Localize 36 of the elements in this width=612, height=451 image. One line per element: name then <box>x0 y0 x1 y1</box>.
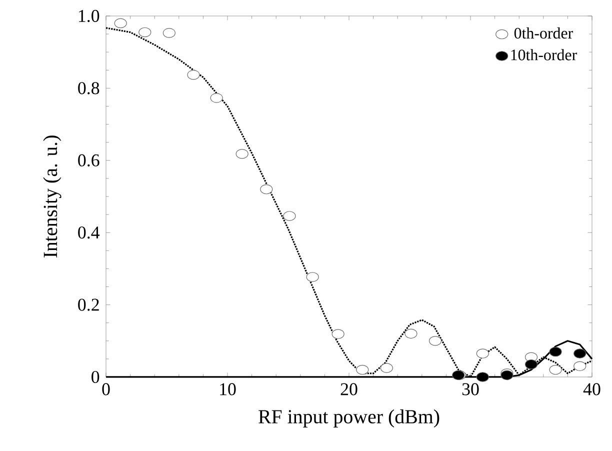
point <box>332 329 344 339</box>
point <box>210 93 223 103</box>
legend-label: 0th-order <box>514 27 573 39</box>
y-tick-label: 0.8 <box>78 82 100 94</box>
point <box>306 272 319 282</box>
point <box>404 328 418 339</box>
point <box>356 364 369 375</box>
y-tick-label: 0.2 <box>78 298 99 311</box>
point <box>549 364 562 375</box>
x-tick-label: 10 <box>220 383 236 396</box>
y-tick-label: 0.4 <box>78 226 100 239</box>
point <box>476 372 489 382</box>
point <box>114 18 127 28</box>
x-axis-title: RF input power (dBm) <box>258 409 440 428</box>
point <box>236 148 248 159</box>
legend-label: 10th-order <box>511 49 577 60</box>
y-axis-title: Intensity (a. u.) <box>43 136 62 258</box>
point <box>260 184 273 194</box>
y-tick-label: 1.0 <box>78 10 100 22</box>
point <box>162 28 176 38</box>
x-tick-label: 0 <box>102 383 110 396</box>
y-tick-label: 0.6 <box>78 154 100 166</box>
point <box>524 359 538 370</box>
x-tick-label: 30 <box>462 383 479 396</box>
x-tick-label: 20 <box>340 383 358 396</box>
x-tick-label: 40 <box>583 383 600 396</box>
point <box>476 348 489 358</box>
point <box>283 211 296 221</box>
point <box>574 361 586 372</box>
point <box>574 348 586 358</box>
point <box>380 363 393 373</box>
point <box>549 346 562 357</box>
y-tick-label: 0 <box>92 370 100 384</box>
point <box>187 70 200 80</box>
point <box>428 336 442 346</box>
point <box>138 27 152 38</box>
